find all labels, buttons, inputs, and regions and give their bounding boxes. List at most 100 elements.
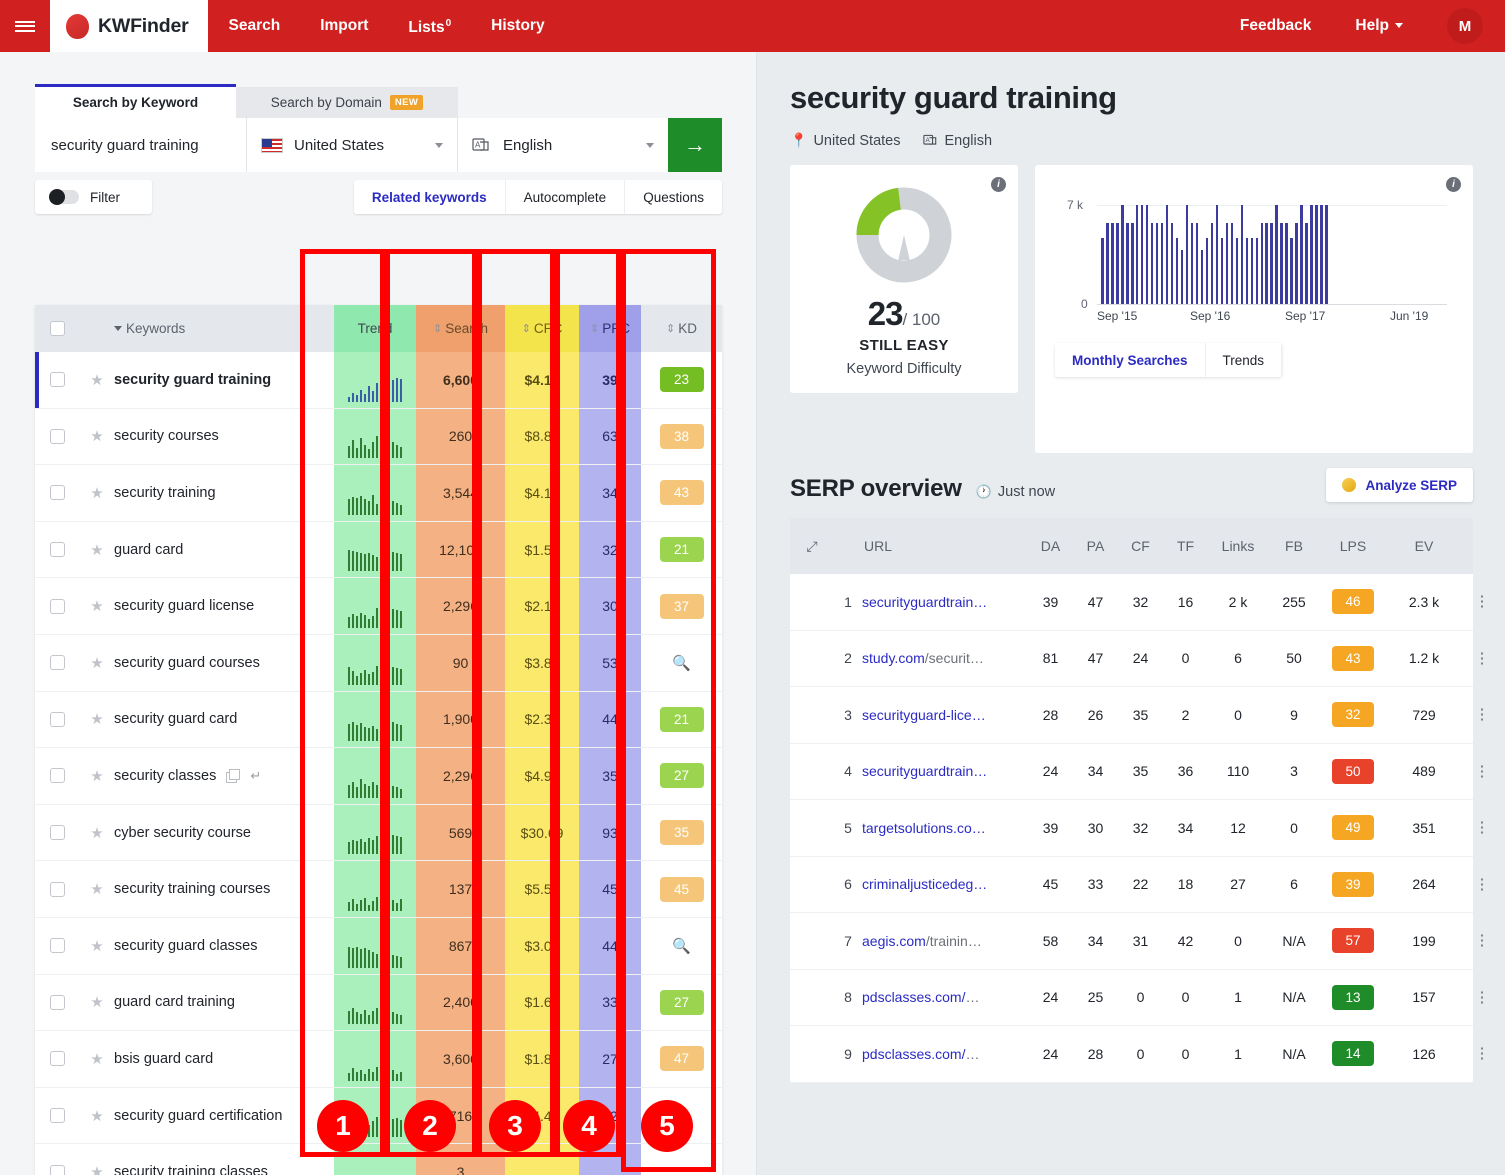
toggle-switch-icon[interactable] [49, 189, 79, 205]
table-row[interactable]: ★ security guard courses 90 $3.80 53 🔍 [35, 634, 722, 692]
analyze-serp-button[interactable]: Analyze SERP [1326, 468, 1473, 502]
table-row[interactable]: 4 securityguardtrain… 24 34 35 36 110 3 50 489 ⋮ [790, 744, 1490, 800]
serp-url-link[interactable]: pdsclasses.com/ [862, 1045, 966, 1062]
table-row[interactable]: ★ guard card training 2,400 $1.62 33 27 [35, 974, 722, 1032]
tab-related-keywords[interactable]: Related keywords [353, 180, 506, 214]
row-actions-menu-icon[interactable]: ⋮ [1474, 649, 1490, 667]
nav-item-import[interactable]: Import [300, 0, 388, 52]
search-icon[interactable]: 🔍 [672, 654, 691, 672]
table-row[interactable]: 6 criminaljusticedeg… 45 33 22 18 27 6 39 264 ⋮ [790, 857, 1490, 913]
nav-item-search[interactable]: Search [208, 0, 300, 52]
table-row[interactable]: 3 securityguard-lice… 28 26 35 2 0 9 32 729 ⋮ [790, 687, 1490, 744]
serp-url-link[interactable]: targetsolutions.co… [862, 819, 986, 836]
table-row[interactable]: ★ security training courses 137 $5.52 45 45 [35, 861, 722, 918]
table-row[interactable]: ★ security courses 260 $8.81 63 38 [35, 408, 722, 466]
search-submit-button[interactable]: → [668, 118, 722, 172]
star-icon[interactable]: ★ [90, 484, 104, 502]
tab-trends[interactable]: Trends [1205, 343, 1283, 377]
hamburger-menu-icon[interactable] [0, 0, 50, 52]
row-checkbox[interactable] [50, 1164, 65, 1175]
info-icon[interactable]: i [991, 177, 1006, 192]
nav-item-lists[interactable]: Lists0 [388, 0, 471, 54]
table-row[interactable]: ★ security guard card 1,900 $2.31 44 21 [35, 691, 722, 749]
star-icon[interactable]: ★ [90, 541, 104, 559]
star-icon[interactable]: ★ [90, 1050, 104, 1068]
row-checkbox[interactable] [50, 1051, 65, 1067]
table-row[interactable]: ★ bsis guard card 3,600 $1.84 27 47 [35, 1031, 722, 1088]
row-checkbox[interactable] [50, 542, 65, 558]
filter-toggle[interactable]: Filter [35, 180, 152, 214]
brand-logo[interactable]: KWFinder [50, 0, 209, 52]
table-row[interactable]: 2 study.com/securit… 81 47 24 0 6 50 43 1.2 k ⋮ [790, 631, 1490, 687]
tab-questions[interactable]: Questions [625, 180, 722, 214]
row-checkbox[interactable] [50, 768, 65, 784]
table-row[interactable]: ★ security guard classes 867 $3.05 44 🔍 [35, 917, 722, 975]
column-header-search[interactable]: ⇕ Search [416, 305, 505, 352]
row-checkbox[interactable] [50, 825, 65, 841]
search-icon[interactable]: 🔍 [672, 937, 691, 955]
tab-search-by-keyword[interactable]: Search by Keyword [35, 84, 236, 118]
table-row[interactable]: ★ cyber security course 569 $30.69 93 35 [35, 804, 722, 862]
serp-url-link[interactable]: criminaljusticedeg… [862, 876, 988, 893]
table-row[interactable]: ★ security guard license 2,296 $2.12 30 37 [35, 578, 722, 635]
table-row[interactable]: ★ security training 3,544 $4.14 34 43 [35, 465, 722, 522]
serp-header-pa[interactable]: PA [1086, 538, 1105, 554]
serp-url-link[interactable]: aegis.com [862, 932, 926, 949]
serp-header-ev[interactable]: EV [1414, 538, 1434, 554]
row-checkbox[interactable] [50, 711, 65, 727]
row-checkbox[interactable] [50, 485, 65, 501]
star-icon[interactable]: ★ [90, 598, 104, 616]
table-row[interactable]: 1 securityguardtrain… 39 47 32 16 2 k 255 46 2.3 … [790, 574, 1490, 631]
help-menu[interactable]: Help [1335, 0, 1423, 52]
row-actions-menu-icon[interactable]: ⋮ [1474, 875, 1490, 893]
location-select[interactable]: United States [246, 118, 457, 172]
row-checkbox[interactable] [50, 598, 65, 614]
star-icon[interactable]: ★ [90, 1164, 104, 1175]
column-header-kd[interactable]: ⇕ KD [641, 305, 722, 352]
star-icon[interactable]: ★ [90, 767, 104, 785]
table-row[interactable]: 5 targetsolutions.co… 39 30 32 34 12 0 49 351 ⋮ [790, 800, 1490, 857]
star-icon[interactable]: ★ [90, 711, 104, 729]
info-icon[interactable]: i [1446, 177, 1461, 192]
tab-search-by-domain[interactable]: Search by Domain NEW [236, 87, 458, 118]
row-actions-menu-icon[interactable]: ⋮ [1474, 819, 1490, 837]
serp-header-tf[interactable]: TF [1176, 538, 1195, 554]
serp-url-link[interactable]: securityguardtrain… [862, 593, 988, 610]
serp-header-url[interactable]: URL [864, 538, 893, 554]
row-checkbox[interactable] [50, 994, 65, 1010]
serp-url-link[interactable]: securityguardtrain… [862, 763, 988, 780]
copy-icon[interactable] [226, 768, 241, 783]
star-icon[interactable]: ★ [90, 937, 104, 955]
serp-url-link[interactable]: securityguard-lice… [862, 706, 986, 723]
row-checkbox[interactable] [50, 1108, 65, 1124]
row-checkbox[interactable] [50, 428, 65, 444]
row-actions-menu-icon[interactable]: ⋮ [1474, 1045, 1490, 1063]
serp-url-link[interactable]: pdsclasses.com/ [862, 989, 966, 1006]
serp-header-links[interactable]: Links [1221, 538, 1255, 554]
language-select[interactable]: A English [457, 118, 668, 172]
star-icon[interactable]: ★ [90, 654, 104, 672]
tab-autocomplete[interactable]: Autocomplete [505, 180, 626, 214]
table-row[interactable]: 7 aegis.com/trainin… 58 34 31 42 0 N/A 57 199 ⋮ [790, 913, 1490, 970]
serp-header-lps[interactable]: LPS [1339, 538, 1367, 554]
select-all-checkbox[interactable] [50, 321, 65, 336]
row-checkbox[interactable] [50, 655, 65, 671]
column-header-trend[interactable]: Trend [334, 305, 416, 352]
nav-item-history[interactable]: History [471, 0, 564, 52]
star-icon[interactable]: ★ [90, 881, 104, 899]
star-icon[interactable]: ★ [90, 428, 104, 446]
column-header-keywords[interactable]: Keywords [114, 305, 334, 352]
row-actions-menu-icon[interactable]: ⋮ [1474, 932, 1490, 950]
row-checkbox[interactable] [50, 938, 65, 954]
serp-header-cf[interactable]: CF [1131, 538, 1150, 554]
star-icon[interactable]: ★ [90, 371, 104, 389]
row-actions-menu-icon[interactable]: ⋮ [1474, 706, 1490, 724]
table-row[interactable]: ★ guard card 12,109 $1.51 32 21 [35, 521, 722, 579]
enter-icon[interactable]: ↵ [250, 767, 262, 783]
serp-header-da[interactable]: DA [1040, 538, 1061, 554]
star-icon[interactable]: ★ [90, 994, 104, 1012]
serp-header-fb[interactable]: FB [1285, 538, 1303, 554]
star-icon[interactable]: ★ [90, 1107, 104, 1125]
row-actions-menu-icon[interactable]: ⋮ [1474, 988, 1490, 1006]
